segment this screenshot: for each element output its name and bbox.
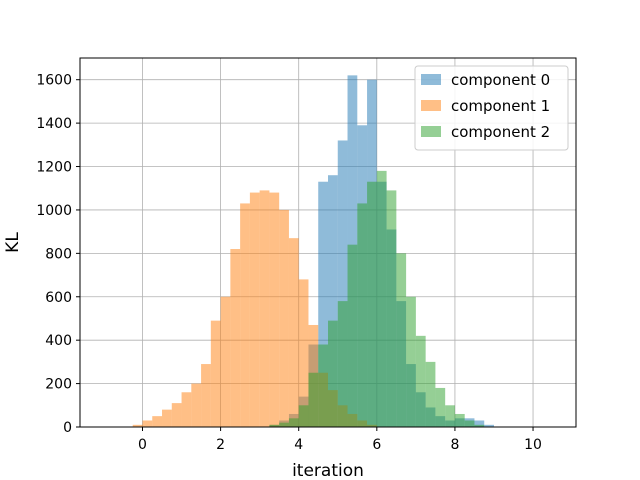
histogram-bar: [454, 413, 465, 427]
y-tick-label: 1200: [36, 160, 72, 176]
x-tick-label: 0: [138, 437, 147, 453]
series-2: [269, 170, 485, 427]
histogram-bar: [435, 387, 446, 427]
histogram-bar: [328, 320, 338, 427]
histogram-bar: [474, 424, 485, 427]
histogram-bar: [298, 279, 309, 427]
histogram-bar: [269, 424, 280, 427]
legend-label: component 1: [451, 97, 550, 115]
legend-label: component 0: [451, 71, 550, 89]
histogram-bar: [406, 296, 416, 427]
histogram-bar: [191, 383, 202, 427]
y-tick-label: 1400: [36, 116, 72, 132]
y-tick-label: 400: [45, 333, 72, 349]
y-tick-label: 200: [45, 377, 72, 393]
bars: [132, 75, 494, 428]
x-tick-label: 4: [294, 437, 303, 453]
histogram-bar: [152, 416, 163, 427]
histogram-bar: [337, 301, 348, 427]
y-axis-label: KL: [3, 232, 23, 253]
histogram-bar: [357, 203, 368, 427]
x-tick-label: 8: [450, 437, 459, 453]
histogram-bar: [288, 418, 299, 427]
plot-frame: [79, 57, 577, 428]
histogram-bar: [210, 320, 221, 427]
histogram-bar: [386, 190, 397, 427]
histogram-bar: [288, 238, 299, 427]
y-tick-label: 800: [45, 246, 72, 262]
histogram-bar: [474, 420, 485, 427]
histogram-bar: [396, 253, 407, 427]
y-tick-label: 600: [45, 290, 72, 306]
legend-swatch: [421, 74, 441, 85]
histogram-bar: [328, 175, 338, 427]
y-tick-label: 1000: [36, 203, 72, 219]
histogram-bar: [181, 392, 192, 427]
histogram-bar: [425, 361, 436, 427]
histogram-bar: [484, 424, 494, 427]
histogram-bar: [142, 420, 153, 427]
histogram-bar: [249, 192, 260, 427]
histogram-bar: [376, 170, 387, 427]
histogram-bar: [269, 192, 280, 427]
histogram-bar: [279, 209, 289, 427]
x-axis-label: iteration: [292, 461, 364, 480]
histogram-bar: [347, 244, 358, 427]
histogram-bar: [415, 335, 426, 427]
y-tick-label: 1600: [36, 73, 72, 89]
histogram-bar: [367, 181, 377, 427]
histogram-bar: [171, 403, 182, 427]
histogram-bar: [318, 181, 328, 427]
legend-swatch: [421, 126, 441, 137]
histogram-bar: [132, 424, 143, 427]
histogram-bar: [240, 203, 250, 427]
x-tick-label: 6: [372, 437, 381, 453]
histogram-bar: [259, 190, 270, 427]
histogram-bar: [464, 420, 475, 427]
histogram-bar: [220, 296, 231, 427]
x-tick-label: 2: [216, 437, 225, 453]
y-tick-label: 0: [63, 420, 72, 436]
histogram-bar: [308, 372, 319, 427]
histogram-bar: [337, 140, 348, 427]
x-tick-label: 10: [524, 437, 542, 453]
histogram-bar: [201, 364, 211, 427]
legend-label: component 2: [451, 123, 550, 141]
legend-box: [414, 65, 569, 151]
histogram-bar: [445, 405, 455, 427]
axis-ticks: 0 2 4 6 8 10 0 200 400 600 800 1000 1200 1400 1600: [36, 73, 542, 453]
histogram-bar: [318, 344, 328, 427]
histogram-bar: [298, 405, 309, 427]
histogram-bar: [279, 422, 289, 427]
legend: component 0 component 1 component 2: [414, 65, 569, 151]
histogram-bar: [230, 249, 241, 427]
histogram-bar: [162, 409, 172, 427]
legend-swatch: [421, 100, 441, 111]
